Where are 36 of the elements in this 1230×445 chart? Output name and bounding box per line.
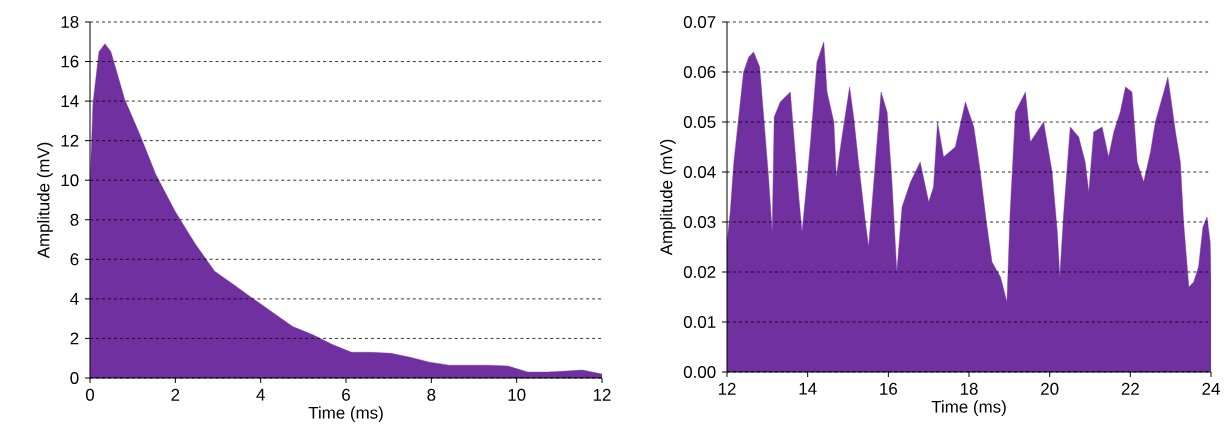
y-tick-label: 0.07	[683, 16, 716, 28]
y-tick-label: 0.05	[683, 115, 716, 128]
y-tick-label: 10	[61, 174, 79, 187]
y-tick-label: 0.01	[683, 315, 716, 328]
x-tick-label: 10	[508, 388, 526, 401]
y-tick-label: 6	[70, 253, 79, 266]
y-tick-label: 0.03	[683, 215, 716, 228]
x-tick-label: 18	[960, 382, 978, 395]
y-tick-label: 8	[70, 213, 79, 226]
y-tick-label: 0.00	[683, 365, 716, 378]
x-axis-title: Time (ms)	[931, 400, 1006, 417]
y-tick-label: 16	[61, 55, 79, 68]
y-tick-label: 4	[70, 293, 79, 305]
y-axis-title: Amplitude (mV)	[659, 139, 676, 256]
y-tick-label: 12	[61, 134, 79, 147]
x-tick-label: 8	[427, 388, 436, 401]
x-tick-label: 12	[593, 388, 611, 401]
x-tick-label: 4	[256, 388, 265, 401]
x-tick-label: 12	[718, 382, 736, 395]
x-tick-label: 6	[342, 388, 350, 401]
x-tick-label: 14	[799, 382, 817, 395]
x-tick-label: 20	[1041, 382, 1059, 395]
y-tick-label: 0.06	[683, 66, 716, 78]
x-tick-label: 16	[880, 382, 898, 395]
y-tick-label: 2	[70, 332, 79, 345]
x-tick-label: 22	[1121, 382, 1139, 395]
y-tick-label: 14	[61, 95, 79, 107]
y-tick-label: 0.04	[683, 165, 716, 178]
y-axis-title: Amplitude (mV)	[37, 142, 53, 259]
y-tick-label: 0.02	[683, 265, 716, 278]
y-tick-label: 0	[70, 371, 79, 384]
x-tick-label: 0	[85, 388, 95, 401]
y-tick-label: 18	[61, 15, 79, 28]
x-axis-title: Time (ms)	[308, 406, 383, 423]
x-tick-label: 24	[1202, 382, 1220, 395]
x-tick-label: 2	[171, 388, 180, 401]
